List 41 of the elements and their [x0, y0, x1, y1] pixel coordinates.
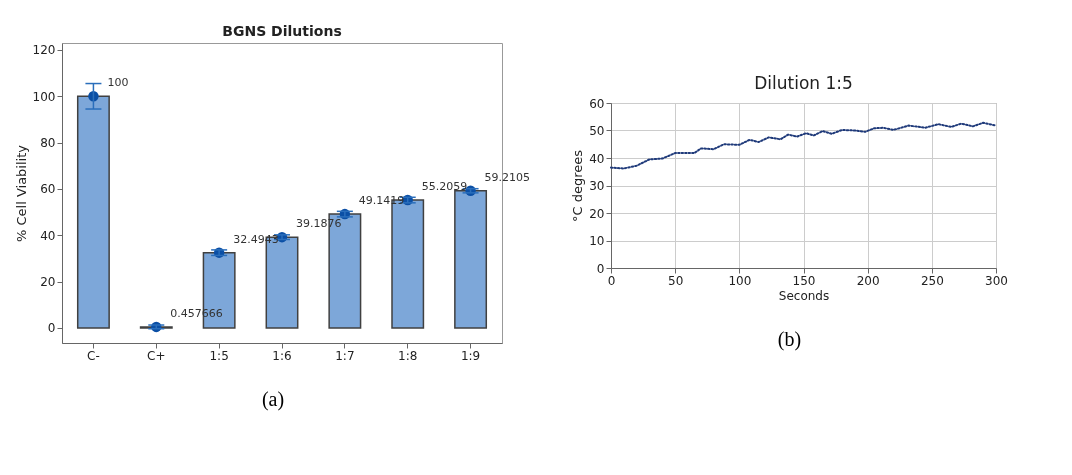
y-tick-label: 80: [40, 136, 56, 151]
y-tick-label: 0: [596, 261, 605, 276]
bar: [76, 95, 110, 329]
y-tick-label: 10: [589, 234, 605, 248]
y-tick-label: 0: [47, 321, 56, 336]
y-tick-label: 20: [589, 206, 605, 221]
x-tick-label: 250: [920, 273, 944, 288]
x-tick-label: 1:6: [272, 348, 292, 363]
y-axis-title: °C degrees: [570, 149, 586, 223]
text: (a): [261, 388, 285, 411]
x-tick-label: 300: [985, 273, 1008, 288]
x-tick-label: C+: [147, 348, 166, 363]
y-tick-label: 60: [40, 182, 56, 197]
y-tick-label: 20: [40, 275, 56, 290]
data-label: 59.2105: [484, 170, 531, 184]
data-label: 100: [107, 76, 129, 90]
x-tick-label: 1:7: [335, 348, 355, 363]
y-tick-label: 40: [589, 151, 605, 166]
x-axis-title: Seconds: [778, 288, 830, 303]
y-axis-title: % Cell Viability: [13, 144, 29, 242]
text: (b): [777, 328, 802, 351]
x-tick-label: 50: [668, 273, 684, 288]
x-tick-label: 200: [856, 273, 880, 288]
x-tick-label: 150: [792, 273, 816, 288]
x-tick-label: 100: [728, 273, 752, 288]
x-tick-label: 1:8: [398, 348, 418, 363]
line-series: [610, 121, 997, 170]
y-tick-label: 40: [40, 228, 56, 243]
y-tick-label: 60: [589, 96, 605, 111]
y-tick-label: 100: [32, 89, 56, 104]
data-label: 55.2059: [421, 180, 468, 194]
x-tick-label: 0: [607, 273, 616, 288]
y-tick-label: 30: [589, 179, 605, 193]
y-tick-label: 50: [589, 124, 605, 138]
bar: [454, 190, 488, 329]
chart-title: Dilution 1:5: [754, 73, 853, 93]
chart-title: BGNS Dilutions: [222, 23, 342, 39]
x-tick-label: 1:5: [209, 348, 229, 363]
x-tick-label: 1:9: [460, 348, 481, 363]
x-tick-label: C-: [87, 348, 100, 363]
y-tick-label: 120: [32, 43, 56, 58]
